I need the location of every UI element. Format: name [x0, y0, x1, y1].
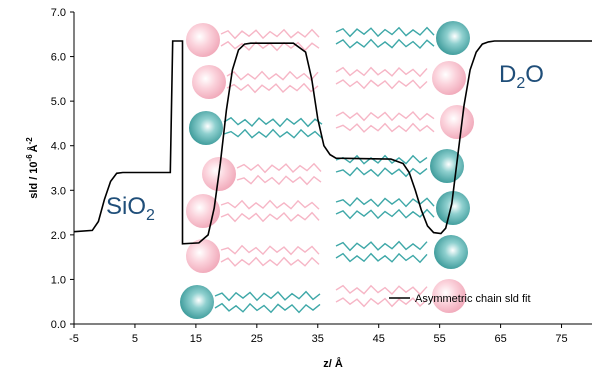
x-tick-label: 65 [494, 333, 506, 345]
y-tick-label: 3.0 [51, 185, 66, 197]
lipid-headgroup [432, 279, 466, 313]
y-tick-label: 6.0 [51, 52, 66, 64]
lipid-tail [335, 208, 435, 220]
d2o-label: D2O [499, 61, 544, 92]
y-axis-title: sld / 10-6 Å-2 [25, 137, 40, 199]
lipid-tail [335, 122, 435, 133]
lipid-tail [236, 174, 322, 186]
x-tick-label: 55 [434, 333, 446, 345]
svg-text:sld / 10-6Å-2: sld / 10-6 Å-2 [25, 137, 40, 199]
y-tick-label: 4.0 [51, 141, 66, 153]
lipid-tail [220, 244, 320, 256]
lipid-headgroup [436, 191, 470, 225]
lipid-tail [223, 128, 323, 139]
lipid-tail [335, 79, 428, 90]
d2o-label-sub: 2 [516, 75, 525, 92]
y-ticks: 0.0 1.0 2.0 3.0 4.0 5.0 6.0 7.0 [51, 7, 74, 331]
lipid-headgroup [430, 149, 464, 183]
x-tick-label: 15 [190, 333, 202, 345]
lipid-headgroup [192, 65, 226, 99]
lipid-headgroup [436, 21, 470, 55]
x-tick-label: 25 [251, 333, 263, 345]
lipid-headgroup [186, 239, 220, 273]
lipid-tail [335, 111, 435, 122]
lipid-tail [214, 290, 321, 302]
lipid-tail [214, 302, 321, 314]
y-axis-title-unit-exp: -2 [25, 137, 34, 145]
lipid-tail [335, 166, 428, 178]
lipid-tail [220, 211, 320, 223]
y-axis-title-exp: -6 [25, 154, 34, 162]
y-tick-label: 1.0 [51, 274, 66, 286]
x-axis-title: z/ Å [323, 357, 343, 370]
axes [73, 12, 592, 325]
x-tick-label: -5 [69, 333, 79, 345]
lipid-headgroup [186, 23, 220, 57]
legend-label: Asymmetric chain sld fit [415, 293, 531, 305]
lipid-headgroup [189, 111, 223, 145]
legend: Asymmetric chain sld fit [389, 293, 531, 305]
bilayer-illustration [180, 21, 474, 319]
lipid-tail [335, 197, 435, 208]
x-ticks: -5 5 15 25 35 45 55 65 75 [69, 324, 568, 345]
lipid-tail [335, 252, 428, 264]
lipid-tail [335, 240, 428, 252]
d2o-label-main: D [499, 61, 516, 88]
svg-text:SiO2: SiO2 [106, 193, 155, 224]
d2o-label-tail: O [525, 61, 544, 88]
y-tick-label: 2.0 [51, 230, 66, 242]
lipid-headgroup [434, 235, 468, 269]
lipid-tail [223, 116, 323, 128]
x-tick-label: 35 [312, 333, 324, 345]
lipid-tail [220, 28, 320, 40]
lipid-tail [335, 297, 428, 308]
y-tick-label: 5.0 [51, 96, 66, 108]
x-tick-label: 75 [555, 333, 567, 345]
lipid-tail [226, 82, 319, 94]
sio2-label: SiO2 [106, 193, 155, 224]
lipid-tail [220, 199, 320, 210]
x-tick-label: 45 [373, 333, 385, 345]
lipid-headgroup [432, 61, 466, 95]
sio2-label-main: SiO [106, 193, 146, 220]
lipid-tail [335, 26, 435, 38]
y-tick-label: 0.0 [51, 319, 66, 331]
y-axis-title-main: sld / 10 [28, 161, 40, 198]
y-tick-label: 7.0 [51, 7, 66, 19]
lipid-tail [335, 38, 435, 49]
y-axis-title-unit: Å [27, 144, 40, 152]
lipid-tail [335, 66, 428, 78]
sio2-label-sub: 2 [146, 207, 155, 224]
lipid-headgroup [440, 105, 474, 139]
x-tick-label: 5 [132, 333, 138, 345]
lipid-tail [226, 70, 319, 81]
svg-text:D2O: D2O [499, 61, 544, 92]
lipid-tail [220, 256, 320, 267]
lipid-headgroup [180, 285, 214, 319]
lipid-tail [335, 284, 428, 296]
lipid-tail [236, 162, 322, 174]
sld-fit-line [74, 40, 592, 245]
